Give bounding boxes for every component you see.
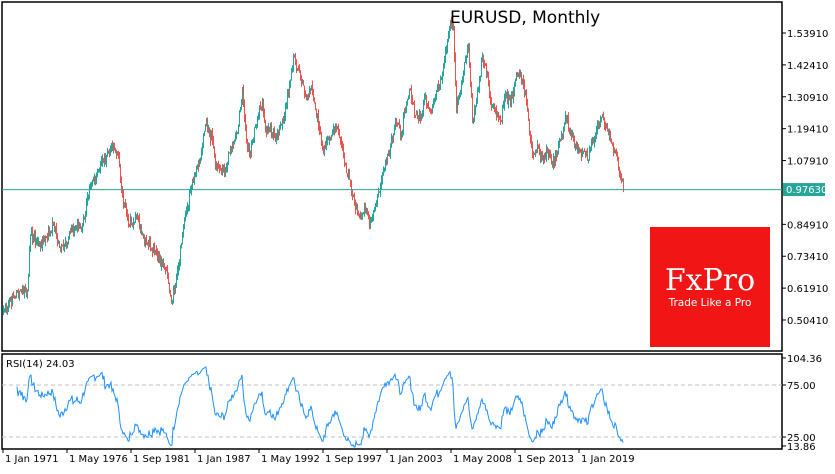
time-tick-label: 1 May 2008 — [453, 454, 512, 465]
rsi-levels — [2, 384, 782, 438]
price-tick-label: 0.50410 — [787, 316, 828, 327]
price-tick-label: 0.73410 — [787, 252, 828, 263]
time-tick-label: 1 Sep 1997 — [325, 454, 382, 465]
svg-text:0.97630: 0.97630 — [786, 185, 827, 196]
rsi-tick-label: 13.86 — [787, 442, 816, 453]
time-tick-label: 1 Jan 1971 — [5, 454, 59, 465]
rsi-pane — [1, 353, 783, 450]
price-tick-label: 1.07910 — [787, 157, 828, 168]
price-axis: 1.53910 1.42410 1.30910 1.19410 1.07910 0.849… — [782, 29, 828, 327]
chart-title: EURUSD, Monthly — [450, 8, 600, 28]
logo-brand: FxPro — [665, 263, 755, 298]
price-tick-label: 1.30910 — [787, 93, 828, 104]
price-tick-label: 0.84910 — [787, 220, 828, 231]
time-tick-label: 1 Sep 2013 — [517, 454, 574, 465]
price-tick-label: 1.19410 — [787, 125, 828, 136]
price-tick-label: 1.53910 — [787, 29, 828, 40]
rsi-label: RSI(14) 24.03 — [6, 359, 75, 370]
time-tick-label: 1 Jan 2019 — [581, 454, 635, 465]
rsi-tick-label: 75.00 — [787, 381, 816, 392]
price-tick-label: 1.42410 — [787, 61, 828, 72]
time-tick-label: 1 Sep 1981 — [133, 454, 190, 465]
time-tick-label: 1 Jan 2003 — [389, 454, 443, 465]
logo-tagline: Trade Like a Pro — [668, 297, 752, 309]
time-tick-label: 1 May 1976 — [69, 454, 128, 465]
price-bars — [3, 16, 624, 316]
current-price-label: 0.97630 — [783, 183, 827, 197]
rsi-tick-label: 104.36 — [787, 354, 822, 365]
rsi-line — [16, 366, 624, 448]
rsi-tick-label: 25.00 — [787, 433, 816, 444]
price-tick-label: 0.61910 — [787, 284, 828, 295]
fxpro-logo: FxPro Trade Like a Pro — [650, 227, 770, 347]
time-tick-label: 1 Jan 1987 — [197, 454, 251, 465]
time-axis: 1 Jan 1971 1 May 1976 1 Sep 1981 1 Jan 1987… — [2, 449, 635, 465]
time-tick-label: 1 May 1992 — [261, 454, 320, 465]
